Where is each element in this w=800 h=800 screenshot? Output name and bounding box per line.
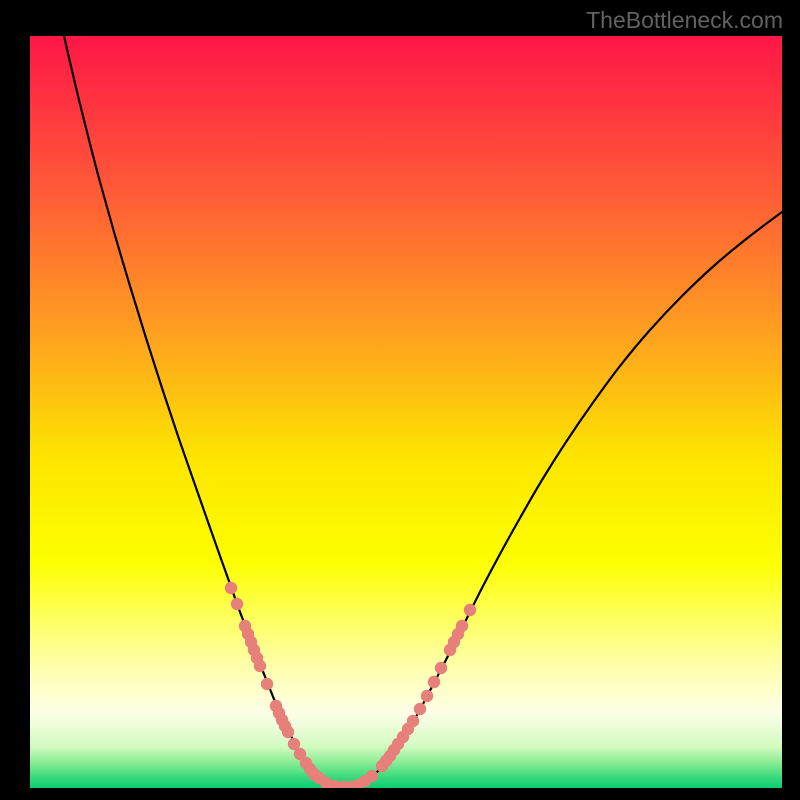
watermark-text: TheBottleneck.com bbox=[586, 7, 783, 34]
marker-dot bbox=[464, 604, 476, 616]
marker-dot bbox=[428, 676, 440, 688]
marker-dot bbox=[231, 598, 243, 610]
marker-dot bbox=[254, 660, 266, 672]
marker-dot bbox=[225, 582, 237, 594]
gradient-background bbox=[30, 36, 782, 788]
chart-plot-area bbox=[30, 36, 782, 788]
marker-dot bbox=[407, 715, 419, 727]
marker-dot bbox=[414, 703, 426, 715]
marker-dot bbox=[282, 726, 294, 738]
marker-dot bbox=[421, 690, 433, 702]
chart-svg bbox=[30, 36, 782, 788]
marker-dot bbox=[456, 620, 468, 632]
marker-dot bbox=[366, 770, 378, 782]
chart-frame bbox=[30, 36, 782, 788]
marker-dot bbox=[261, 678, 273, 690]
marker-dot bbox=[435, 662, 447, 674]
